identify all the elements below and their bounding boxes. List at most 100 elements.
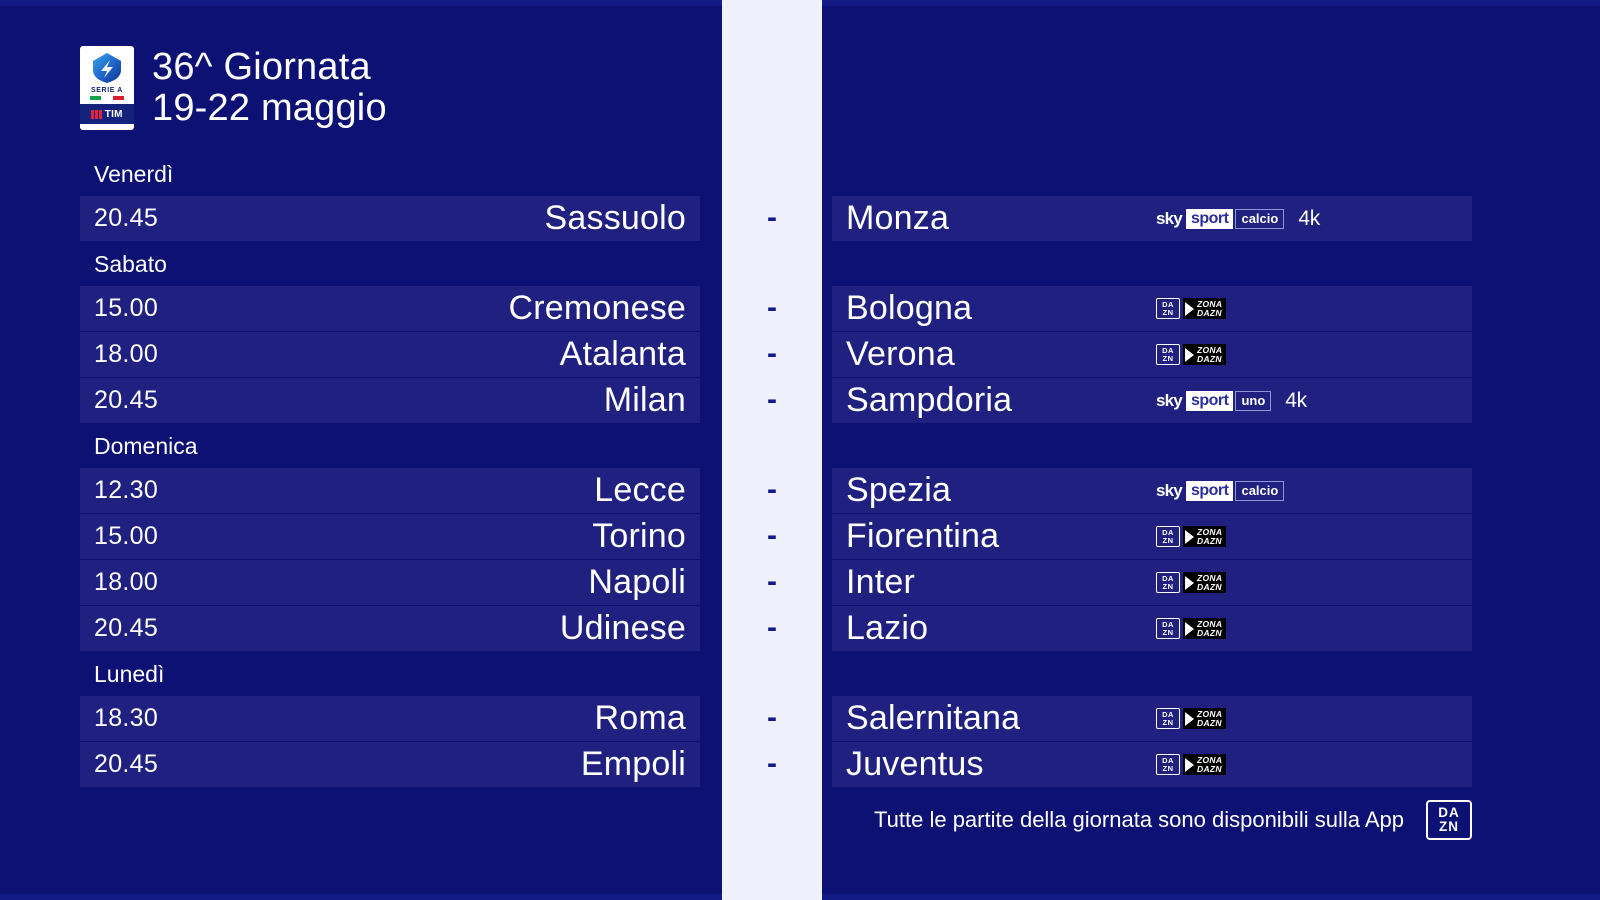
match-row-away[interactable]: Sampdoria sky sport uno 4k	[832, 378, 1472, 423]
match-row-home[interactable]: 15.00 Cremonese	[80, 286, 700, 331]
day-spacer	[832, 152, 1472, 196]
right-fixture-list: Monza sky sport calcio 4k Bologna DA ZN ZONA DAZN…	[832, 152, 1472, 787]
sky-quality-badge: 4k	[1285, 388, 1307, 412]
dazn-box-top: DA	[1162, 299, 1174, 309]
away-team-name: Juventus	[846, 745, 984, 783]
match-time: 15.00	[94, 294, 159, 322]
match-row-home[interactable]: 20.45 Milan	[80, 378, 700, 423]
day-header: Lunedì	[94, 660, 165, 687]
chevron-right-icon	[1185, 711, 1194, 726]
zona-dazn-logo: DA ZN ZONA DAZN	[1156, 572, 1227, 594]
match-time: 18.00	[94, 568, 159, 596]
title-dates: 19-22 maggio	[152, 87, 387, 129]
zona-label: ZONA	[1197, 573, 1223, 583]
broadcaster-zona-dazn: DA ZN ZONA DAZN	[1156, 708, 1227, 730]
match-time: 15.00	[94, 522, 159, 550]
zona-dazn-block: ZONA DAZN	[1183, 754, 1227, 775]
zona-dazn-text: ZONA DAZN	[1197, 756, 1222, 773]
center-gutter: - - - - - - - - - -	[722, 0, 822, 900]
zona-dazn-text: ZONA DAZN	[1197, 528, 1222, 545]
dazn-box-icon: DA ZN	[1156, 526, 1180, 547]
match-row-away[interactable]: Salernitana DA ZN ZONA DAZN	[832, 696, 1472, 741]
home-team-name: Milan	[603, 381, 686, 419]
away-team-name: Verona	[846, 335, 955, 373]
chevron-right-icon	[1185, 529, 1194, 544]
match-row-away[interactable]: Spezia sky sport calcio	[832, 468, 1472, 513]
day-header: Sabato	[94, 250, 167, 277]
right-panel: Monza sky sport calcio 4k Bologna DA ZN ZONA DAZN…	[822, 0, 1600, 900]
dazn-label: DAZN	[1197, 717, 1222, 728]
home-team-name: Torino	[592, 517, 686, 555]
away-team-name: Monza	[846, 199, 950, 237]
match-row-away[interactable]: Bologna DA ZN ZONA DAZN	[832, 286, 1472, 331]
away-team-name: Bologna	[846, 289, 973, 327]
zona-dazn-logo: DA ZN ZONA DAZN	[1156, 526, 1227, 548]
match-row-away[interactable]: Fiorentina DA ZN ZONA DAZN	[832, 514, 1472, 559]
match-row-home[interactable]: 20.45 Empoli	[80, 742, 700, 787]
italy-flag-icon	[90, 96, 124, 100]
zona-dazn-text: ZONA DAZN	[1197, 346, 1222, 363]
away-team-name: Lazio	[846, 609, 929, 647]
sky-channel-name: calcio	[1235, 480, 1285, 501]
dazn-box-top: DA	[1162, 709, 1174, 719]
sky-quality-badge: 4k	[1298, 206, 1320, 230]
broadcaster-zona-dazn: DA ZN ZONA DAZN	[1156, 754, 1227, 776]
day-header: Venerdì	[94, 160, 174, 187]
zona-dazn-logo: DA ZN ZONA DAZN	[1156, 618, 1227, 640]
broadcaster-zona-dazn: DA ZN ZONA DAZN	[1156, 618, 1227, 640]
versus-dash: -	[767, 610, 777, 644]
match-time: 12.30	[94, 476, 159, 504]
match-time: 20.45	[94, 204, 159, 232]
dazn-logo: DA ZN	[1426, 800, 1472, 840]
sky-wordmark: sky	[1156, 208, 1183, 228]
dazn-box-top: DA	[1162, 573, 1174, 583]
tim-wordmark: TIM	[104, 108, 123, 120]
away-team-name: Salernitana	[846, 699, 1021, 737]
versus-dash: -	[767, 472, 777, 506]
footer-text: Tutte le partite della giornata sono dis…	[874, 807, 1404, 832]
match-row-home[interactable]: 18.30 Roma	[80, 696, 700, 741]
match-time: 20.45	[94, 750, 159, 778]
sky-wordmark: sky	[1156, 390, 1183, 410]
zona-dazn-text: ZONA DAZN	[1197, 574, 1222, 591]
zona-dazn-logo: DA ZN ZONA DAZN	[1156, 754, 1227, 776]
broadcaster-sky: sky sport calcio 4k	[1156, 207, 1320, 231]
match-row-away[interactable]: Lazio DA ZN ZONA DAZN	[832, 606, 1472, 651]
match-row-home[interactable]: 12.30 Lecce	[80, 468, 700, 513]
zona-dazn-logo: DA ZN ZONA DAZN	[1156, 298, 1227, 320]
home-team-name: Cremonese	[508, 289, 686, 327]
dazn-label: DAZN	[1197, 353, 1222, 364]
dazn-box-bottom: ZN	[1162, 717, 1174, 727]
sky-sport-wordmark: sport	[1185, 480, 1234, 501]
match-row-away[interactable]: Inter DA ZN ZONA DAZN	[832, 560, 1472, 605]
match-row-home[interactable]: 18.00 Atalanta	[80, 332, 700, 377]
home-team-name: Empoli	[580, 745, 686, 783]
match-row-away[interactable]: Juventus DA ZN ZONA DAZN	[832, 742, 1472, 787]
match-row-home[interactable]: 20.45 Sassuolo	[80, 196, 700, 241]
dazn-box-bottom: ZN	[1162, 353, 1174, 363]
chevron-right-icon	[1185, 301, 1194, 316]
sky-sport-wordmark: sport	[1185, 390, 1234, 411]
match-row-home[interactable]: 18.00 Napoli	[80, 560, 700, 605]
chevron-right-icon	[1185, 621, 1194, 636]
dazn-box-top: DA	[1162, 345, 1174, 355]
chevron-right-icon	[1185, 575, 1194, 590]
match-row-home[interactable]: 20.45 Udinese	[80, 606, 700, 651]
sky-wordmark: sky	[1156, 480, 1183, 500]
match-row-away[interactable]: Monza sky sport calcio 4k	[832, 196, 1472, 241]
page-title: 36^ Giornata 19-22 maggio	[152, 46, 387, 129]
dazn-box-top: DA	[1162, 755, 1174, 765]
zona-label: ZONA	[1197, 527, 1223, 537]
dazn-label: DAZN	[1197, 581, 1222, 592]
dazn-box-bottom: ZN	[1162, 763, 1174, 773]
home-team-name: Udinese	[559, 609, 686, 647]
dazn-label: DAZN	[1197, 307, 1222, 318]
match-row-away[interactable]: Verona DA ZN ZONA DAZN	[832, 332, 1472, 377]
versus-dash: -	[767, 518, 777, 552]
versus-dash: -	[767, 746, 777, 780]
home-team-name: Napoli	[588, 563, 686, 601]
match-row-home[interactable]: 15.00 Torino	[80, 514, 700, 559]
away-team-name: Sampdoria	[846, 381, 1013, 419]
dazn-label: DAZN	[1197, 535, 1222, 546]
